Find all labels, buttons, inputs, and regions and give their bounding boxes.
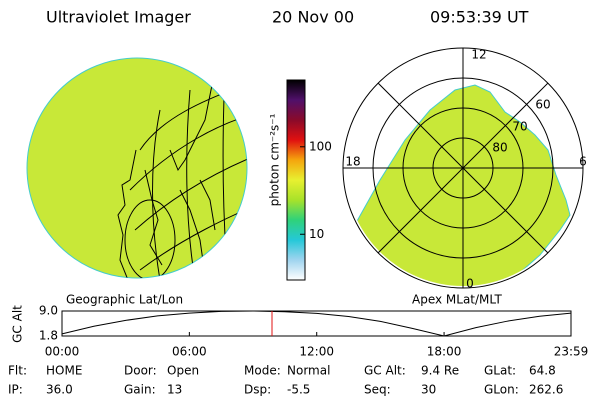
info-label: GLat:: [484, 364, 516, 378]
info-label: Door:: [124, 364, 157, 378]
info-value: 13: [167, 383, 182, 397]
info-value: -5.5: [287, 383, 310, 397]
mlat-label: 60: [535, 98, 550, 112]
date: 20 Nov 00: [272, 8, 354, 27]
polar-image: [342, 47, 584, 289]
mlt-label: 6: [579, 155, 587, 169]
x-tick-label: 12:00: [299, 345, 334, 359]
info-label: Seq:: [364, 383, 391, 397]
orbit-ylabel: GC Alt: [11, 305, 25, 343]
earth-image: [26, 57, 248, 279]
x-tick-label: 00:00: [45, 345, 80, 359]
mlat-label: 70: [512, 120, 527, 134]
info-value: 262.6: [529, 383, 563, 397]
mlat-label: 80: [492, 141, 507, 155]
info-label: GC Alt:: [364, 364, 406, 378]
right-caption: Apex MLat/MLT: [412, 293, 502, 307]
info-label: Flt:: [8, 364, 27, 378]
colorbar-tick-label: 10: [309, 227, 324, 241]
x-tick-label: 06:00: [172, 345, 207, 359]
info-value: Open: [167, 364, 199, 378]
info-label: Gain:: [124, 383, 156, 397]
info-value: 9.4 Re: [421, 364, 459, 378]
info-label: IP:: [8, 383, 23, 397]
title: Ultraviolet Imager: [46, 8, 191, 27]
info-value: Normal: [287, 364, 330, 378]
time: 09:53:39 UT: [430, 8, 529, 27]
colorbar: [286, 79, 306, 281]
info-value: 36.0: [46, 383, 73, 397]
info-label: Dsp:: [244, 383, 271, 397]
altitude-line: [61, 310, 572, 337]
left-caption: Geographic Lat/Lon: [66, 293, 183, 307]
y-tick-label: 1.8: [39, 329, 58, 343]
mlt-label: 18: [345, 155, 360, 169]
info-panel: Flt: HOME Door: Open Mode: Normal GC Alt: 9.4 R…: [8, 364, 563, 397]
colorbar-tick-label: 100: [309, 139, 332, 153]
x-tick-label: 18:00: [427, 345, 462, 359]
mlt-label: 0: [466, 277, 474, 291]
mlt-label: 12: [471, 48, 486, 62]
info-value: 30: [421, 383, 436, 397]
info-label: Mode:: [244, 364, 281, 378]
info-value: HOME: [46, 364, 82, 378]
x-tick-label: 23:59: [554, 345, 589, 359]
y-tick-label: 9.0: [39, 304, 58, 318]
info-value: 64.8: [529, 364, 556, 378]
colorbar-label: photon cm⁻²s⁻¹: [268, 113, 282, 206]
info-label: GLon:: [484, 383, 519, 397]
